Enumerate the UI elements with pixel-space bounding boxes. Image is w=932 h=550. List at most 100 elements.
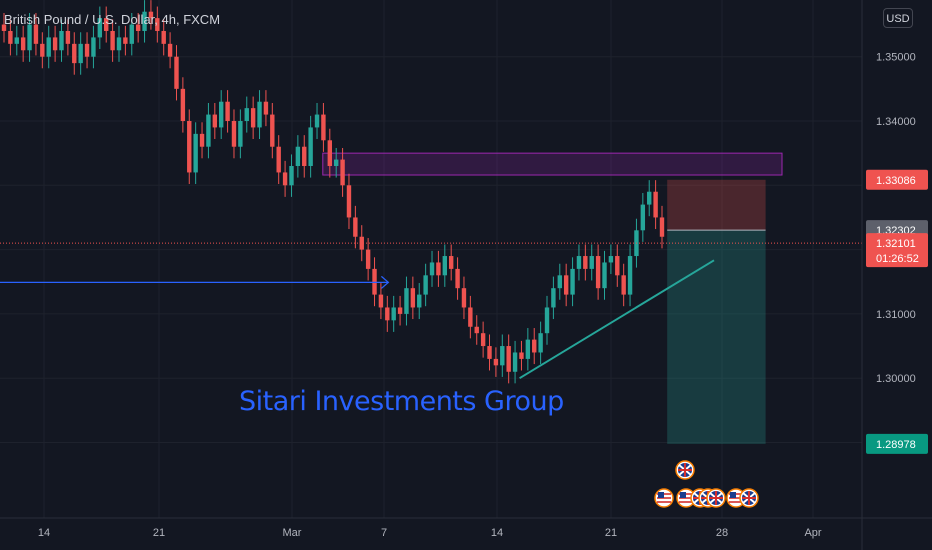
flag-canton — [730, 492, 736, 498]
candle-body — [46, 37, 51, 57]
candle-body — [84, 43, 90, 57]
candle — [404, 276, 409, 326]
candle — [161, 19, 166, 56]
candle-body — [544, 307, 550, 334]
candle-body — [608, 256, 614, 263]
uk-flag-icon[interactable] — [739, 488, 759, 508]
price-label-text: 1.33086 — [876, 175, 916, 187]
candle — [570, 257, 575, 307]
candle — [474, 315, 479, 345]
candle — [653, 180, 658, 230]
candle — [244, 96, 249, 133]
candle — [52, 25, 58, 62]
countdown-text: 01:26:52 — [876, 253, 919, 265]
candle-body — [91, 37, 96, 57]
candle-body — [417, 294, 422, 308]
candle-body — [423, 275, 428, 295]
candle-body — [40, 43, 45, 57]
candle-body — [378, 294, 384, 308]
candle-body — [321, 114, 326, 141]
candle-body — [404, 288, 409, 314]
candle-body — [65, 30, 71, 44]
candle — [327, 128, 333, 178]
candle-body — [391, 307, 396, 321]
candle — [365, 238, 371, 281]
candle — [423, 263, 428, 307]
candle-body — [155, 18, 160, 31]
candle — [282, 160, 288, 197]
candle-body — [512, 352, 518, 372]
candle-body — [525, 339, 531, 359]
candle-body — [583, 256, 588, 269]
price-label-box — [866, 169, 928, 190]
candle — [621, 263, 626, 307]
candle — [353, 205, 358, 249]
candle — [1, 12, 7, 43]
candle-body — [442, 256, 447, 276]
candle-body — [340, 159, 345, 186]
y-tick-label: 1.31000 — [876, 309, 916, 321]
candle — [583, 244, 588, 281]
y-tick-label: 1.34000 — [876, 116, 916, 128]
us-flag-icon[interactable] — [654, 488, 674, 508]
candle-body — [135, 24, 141, 31]
candle-body — [123, 37, 128, 44]
candle-body — [219, 101, 224, 128]
uk-flag-icon[interactable] — [675, 460, 695, 480]
economic-events[interactable] — [654, 460, 759, 508]
candle-body — [353, 217, 358, 237]
candle-body — [653, 191, 658, 218]
candle-body — [110, 30, 115, 51]
candle-body — [116, 37, 122, 51]
candle — [640, 193, 646, 242]
candle — [180, 77, 186, 133]
candle — [659, 205, 665, 249]
watermark-text: Sitari Investments Group — [239, 386, 564, 417]
x-tick-label: Mar — [283, 527, 302, 539]
candle — [231, 109, 237, 159]
us-flag-icon[interactable] — [676, 488, 696, 508]
candle-body — [174, 56, 179, 89]
candle — [397, 295, 403, 326]
candle — [627, 244, 633, 307]
candle — [27, 12, 32, 62]
uk-flag-icon[interactable] — [706, 488, 726, 508]
resistance-zone — [322, 152, 783, 176]
candle-body — [289, 166, 294, 186]
candle-body — [225, 101, 230, 121]
candle — [385, 295, 390, 332]
candle — [512, 340, 518, 384]
candle — [519, 340, 524, 371]
candle — [72, 32, 77, 75]
candle — [538, 321, 543, 365]
candle-body — [314, 114, 320, 128]
candle-body — [448, 256, 454, 269]
trendline — [519, 259, 715, 380]
candle — [589, 244, 594, 281]
symbol-title[interactable]: British Pound / U.S. Dollar, 4h, FXCM — [4, 12, 221, 27]
candle-body — [436, 262, 441, 276]
candle — [33, 12, 39, 56]
candle — [155, 6, 160, 43]
candle-body — [148, 11, 154, 19]
flag-canton — [680, 492, 686, 498]
candle — [340, 148, 345, 197]
candle-body — [429, 262, 435, 276]
candle-body — [14, 37, 19, 44]
x-tick-label: 21 — [605, 527, 617, 539]
candle — [333, 148, 339, 178]
currency-button[interactable]: USD — [883, 8, 913, 28]
drawings-layer — [322, 152, 783, 444]
price-label-box — [866, 233, 928, 268]
candle — [378, 283, 384, 320]
candle-body — [231, 121, 237, 147]
candle — [225, 90, 230, 133]
candle-body — [615, 256, 620, 276]
candle — [250, 96, 256, 140]
candle — [595, 244, 601, 300]
candle — [308, 115, 313, 178]
candle — [20, 25, 26, 62]
overlay-layer — [0, 242, 862, 380]
